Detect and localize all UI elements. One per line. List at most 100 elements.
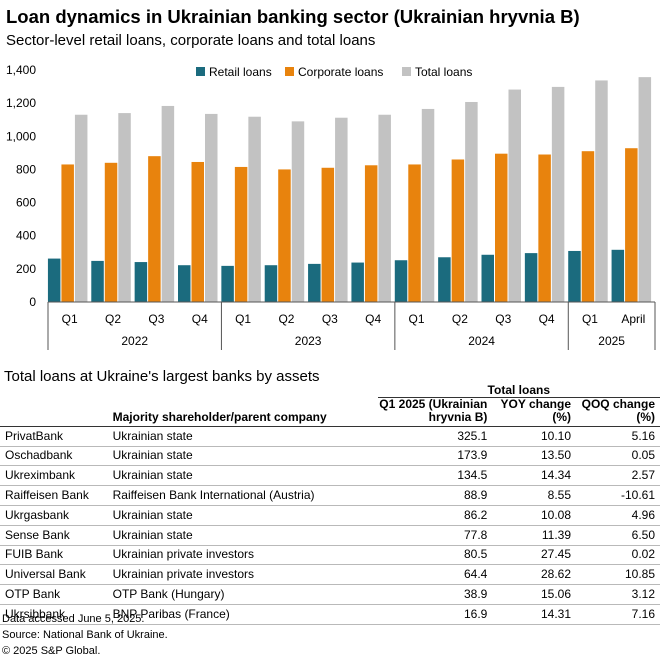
corporate-loans-bar (61, 164, 74, 302)
yoy-change: 14.31 (541, 606, 572, 621)
retail-loans-bar (568, 250, 581, 302)
yoy-change: 14.34 (541, 468, 572, 483)
corporate-legend-swatch (285, 67, 294, 76)
total-loans-bar (638, 77, 652, 302)
yoy-change: 8.55 (547, 488, 572, 503)
total-loans-bar (335, 117, 348, 303)
shareholder: Ukrainian state (112, 468, 193, 483)
banks-table: Total loans Majority shareholder/parent … (0, 378, 660, 625)
y-tick-label: 400 (16, 229, 36, 243)
yoy-change: 28.62 (541, 567, 572, 582)
bank-name: Ukrgasbank (5, 507, 70, 522)
total-loans-bar (378, 114, 391, 302)
bank-name: FUIB Bank (5, 547, 64, 562)
total-loans-bar (161, 105, 175, 303)
year-group-label: 2024 (468, 334, 495, 348)
table-row: OTP Bank OTP Bank (Hungary) 38.9 15.06 3.12 (0, 585, 660, 605)
header-qoq-change: QOQ change (%) (571, 397, 660, 427)
yoy-change: 13.50 (541, 448, 572, 463)
corporate-loans-bar (495, 153, 508, 302)
retail-loans-bar (438, 257, 451, 302)
y-tick-label: 200 (16, 262, 36, 276)
qoq-change: 7.16 (631, 606, 655, 621)
table-row: Ukrsibbank BNP Paribas (France) 16.9 14.31 7… (0, 604, 660, 625)
bank-name: Ukreximbank (5, 468, 76, 483)
total-loans-bar (74, 114, 88, 302)
y-tick-label: 800 (16, 162, 36, 176)
table-header-row: Majority shareholder/parent company Q1 2… (0, 397, 660, 427)
x-tick-label: Q1 (235, 312, 251, 326)
q1-2025-loans: 86.2 (464, 507, 488, 522)
bank-name: Sense Bank (5, 527, 70, 542)
legend-label: Total loans (415, 65, 472, 79)
retail-loans-bar (178, 265, 191, 302)
x-tick-label: April (621, 312, 645, 326)
table-row: Raiffeisen Bank Raiffeisen Bank Internati… (0, 486, 660, 506)
qoq-change: 5.16 (631, 428, 655, 443)
total-loans-bar (248, 116, 261, 302)
corporate-loans-bar (364, 165, 378, 302)
total-loans-bar (551, 86, 565, 302)
total-loans-bar (118, 113, 131, 302)
table-group-header-row: Total loans (0, 378, 660, 398)
footnote-data-accessed: Data accessed June 5, 2025. (2, 613, 145, 625)
table-row: Universal Bank Ukrainian private investor… (0, 565, 660, 585)
x-tick-label: Q2 (452, 312, 468, 326)
header-q1-2025: Q1 2025 (Ukrainian hryvnia B) (377, 397, 488, 427)
year-group-label: 2022 (121, 334, 148, 348)
year-group-label: 2023 (295, 334, 322, 348)
y-tick-label: 1,200 (6, 96, 36, 110)
shareholder: OTP Bank (Hungary) (112, 587, 225, 602)
yoy-change: 10.10 (541, 428, 572, 443)
qoq-change: 3.12 (631, 587, 655, 602)
retail-loans-bar (47, 258, 61, 302)
year-group-label: 2025 (598, 334, 625, 348)
shareholder: Ukrainian state (112, 527, 193, 542)
retail-loans-bar (308, 263, 321, 302)
retail-loans-bar (351, 262, 364, 302)
yoy-change: 10.08 (541, 507, 572, 522)
corporate-loans-bar (191, 161, 204, 302)
total-loans-bar (465, 101, 478, 303)
table-row: Ukreximbank Ukrainian state 134.5 14.34 2.57 (0, 466, 660, 486)
chart-title: Loan dynamics in Ukrainian banking secto… (6, 6, 580, 27)
x-tick-label: Q4 (539, 312, 555, 326)
yoy-change: 27.45 (541, 547, 572, 562)
corporate-loans-bar (408, 164, 421, 302)
x-tick-label: Q2 (278, 312, 294, 326)
q1-2025-loans: 80.5 (464, 547, 488, 562)
table-row: PrivatBank Ukrainian state 325.1 10.10 5.16 (0, 426, 660, 447)
x-tick-label: Q3 (322, 312, 338, 326)
x-tick-label: Q1 (409, 312, 425, 326)
qoq-change: -10.61 (620, 488, 655, 503)
shareholder: Ukrainian state (112, 507, 193, 522)
retail-loans-bar (221, 265, 234, 302)
corporate-loans-bar (451, 159, 465, 302)
y-tick-label: 0 (29, 295, 36, 309)
retail-loans-bar (394, 260, 408, 302)
footnote-source: Source: National Bank of Ukraine. (2, 629, 168, 641)
shareholder: Ukrainian private investors (112, 567, 255, 582)
x-tick-label: Q4 (192, 312, 208, 326)
corporate-loans-bar (278, 169, 291, 302)
yoy-change: 11.39 (541, 527, 572, 542)
x-tick-label: Q1 (62, 312, 78, 326)
corporate-loans-bar (581, 151, 595, 302)
footnote-copyright: © 2025 S&P Global. (2, 645, 101, 657)
corporate-loans-bar (104, 162, 118, 302)
retail-loans-bar (134, 262, 148, 302)
header-shareholder: Majority shareholder/parent company (112, 397, 378, 427)
bank-name: PrivatBank (5, 428, 64, 443)
x-tick-label: Q3 (495, 312, 511, 326)
q1-2025-loans: 38.9 (464, 587, 488, 602)
corporate-loans-bar (538, 154, 551, 302)
qoq-change: 0.05 (631, 448, 655, 463)
qoq-change: 10.85 (624, 567, 655, 582)
bank-name: Raiffeisen Bank (5, 488, 89, 503)
y-tick-label: 1,400 (6, 63, 36, 77)
qoq-change: 6.50 (631, 527, 655, 542)
table-title: Total loans at Ukraine's largest banks b… (4, 368, 320, 385)
q1-2025-loans: 16.9 (464, 606, 488, 621)
y-tick-label: 600 (16, 196, 36, 210)
x-tick-label: Q1 (582, 312, 598, 326)
